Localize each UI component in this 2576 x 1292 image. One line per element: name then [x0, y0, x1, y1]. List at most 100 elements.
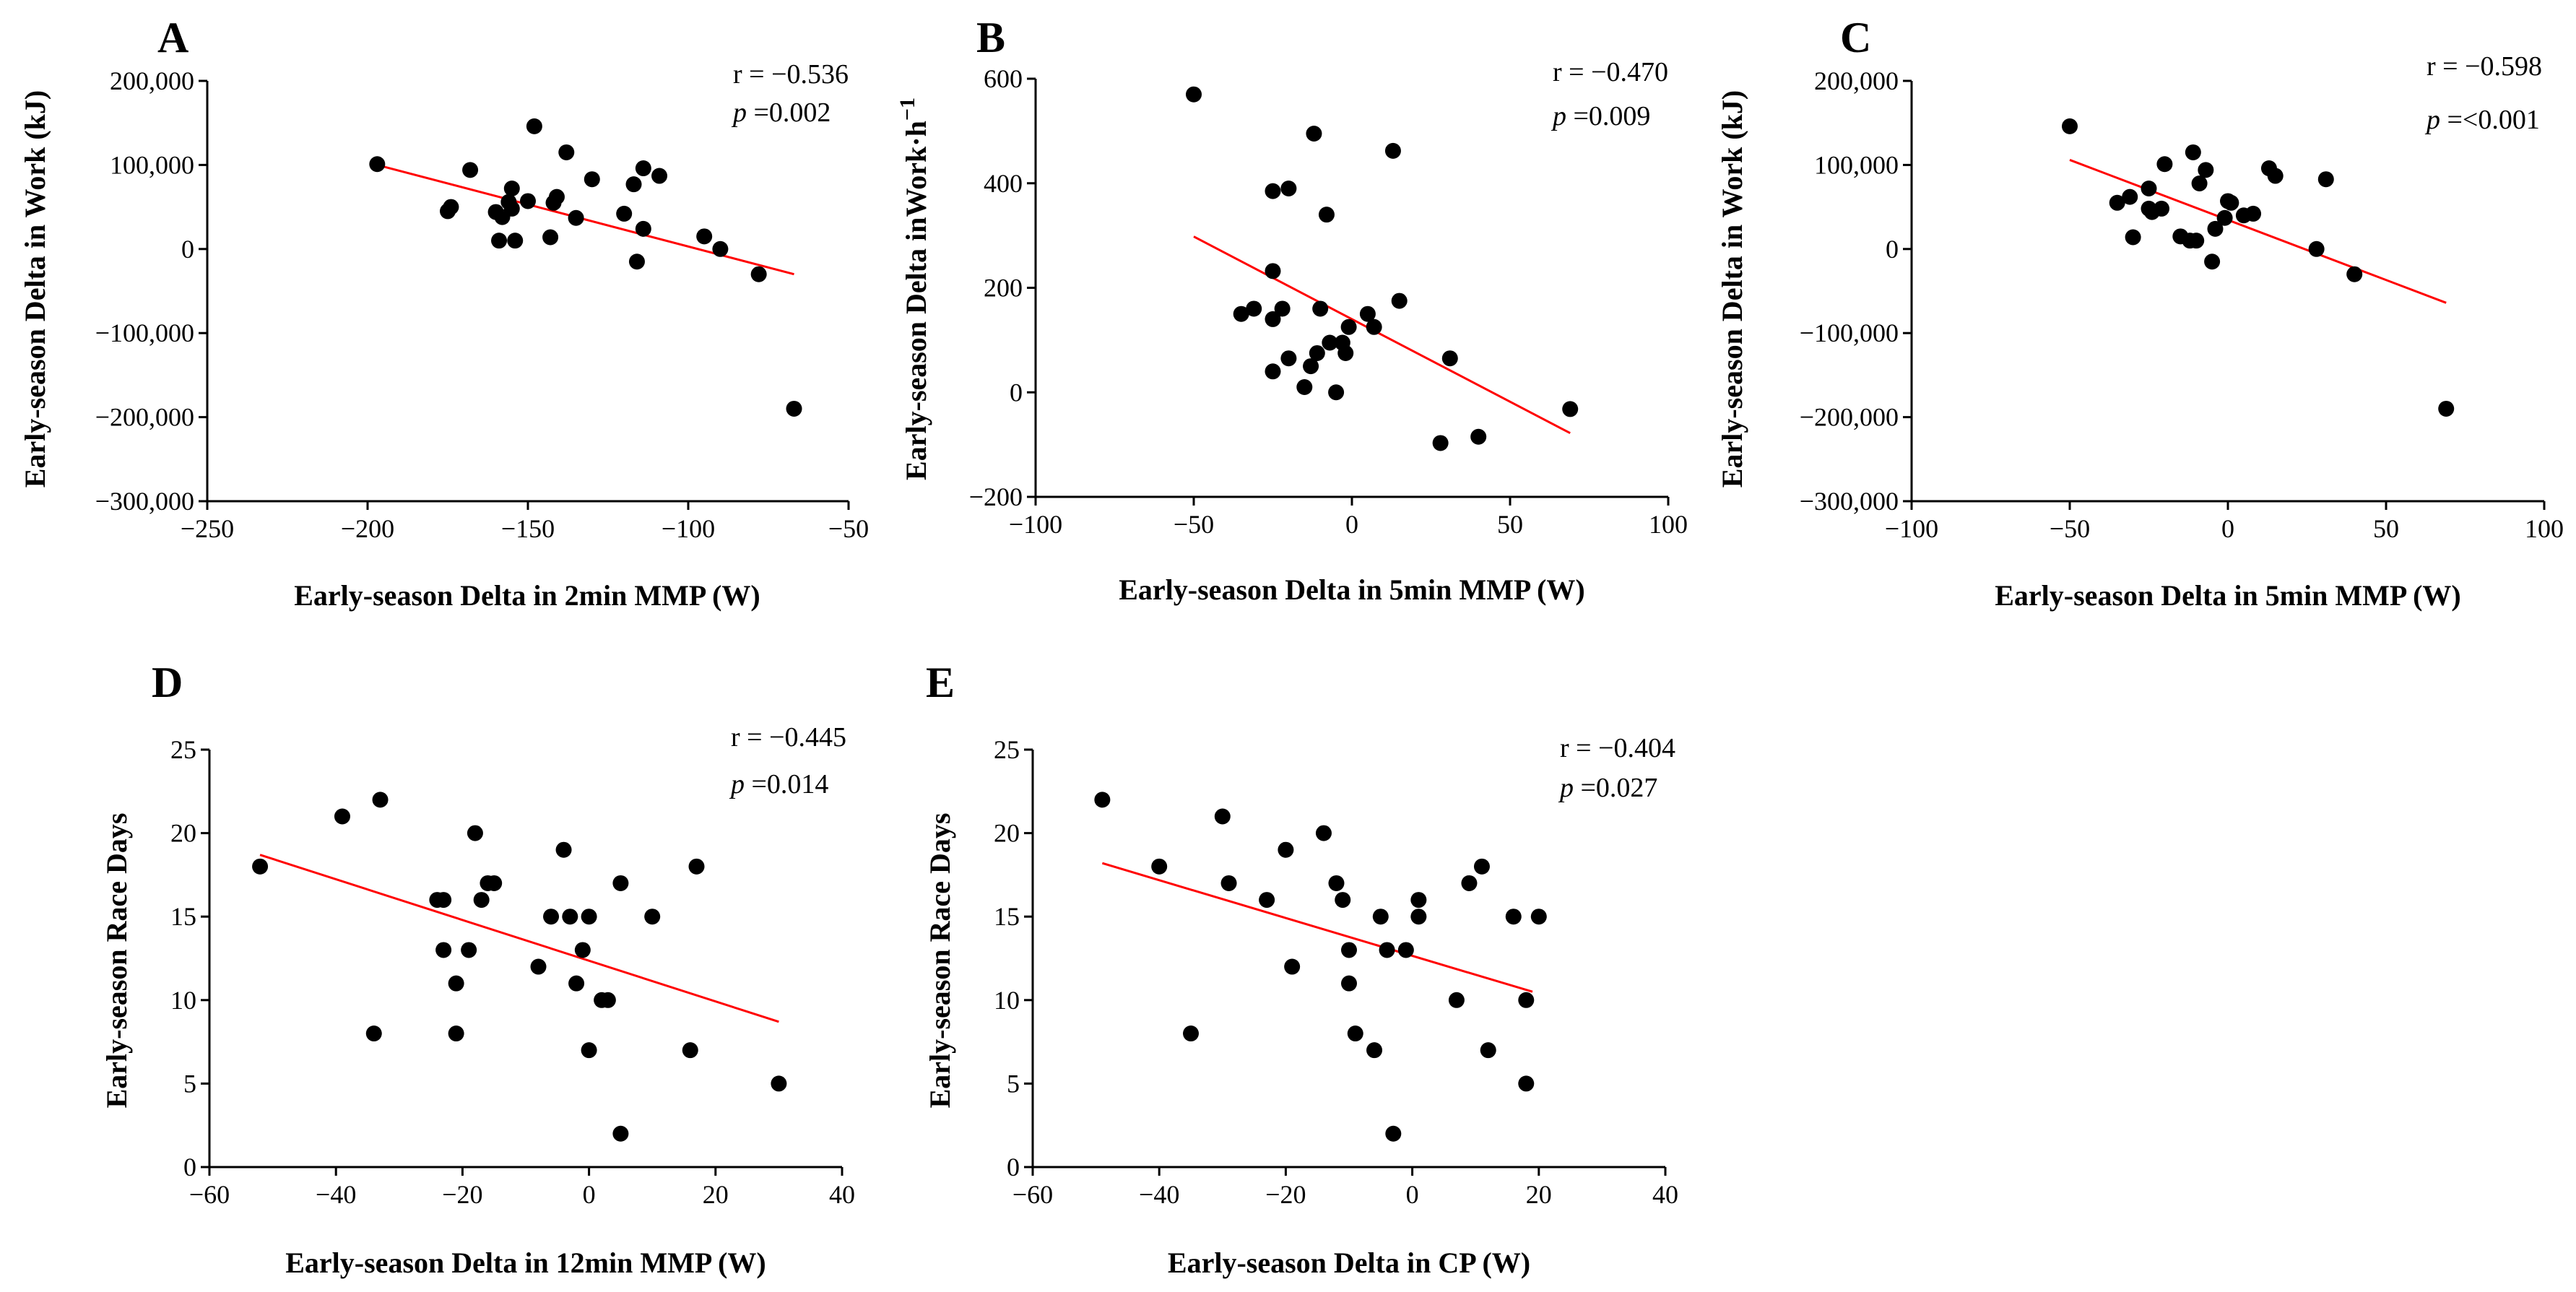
data-point [2317, 171, 2334, 188]
data-point [462, 162, 479, 178]
data-point [1432, 435, 1449, 451]
data-point [2207, 220, 2224, 237]
data-point [503, 200, 520, 217]
data-point [574, 942, 591, 958]
data-point [1410, 892, 1427, 909]
data-point [2216, 209, 2233, 226]
x-tick-label: 40 [829, 1180, 855, 1209]
data-point [543, 909, 560, 925]
x-tick-label: −150 [501, 514, 555, 543]
data-point [252, 858, 269, 875]
data-point [581, 909, 597, 925]
p-symbol: p [2424, 105, 2440, 135]
p-number: =0.002 [747, 97, 831, 128]
x-tick-label: −200 [341, 514, 394, 543]
p-value: p =0.014 [729, 769, 828, 799]
data-point [628, 253, 645, 270]
y-axis-label: Early-season Delta in Work (kJ) [19, 90, 51, 487]
data-point [616, 205, 633, 222]
p-symbol: p [731, 97, 747, 128]
data-point [581, 1042, 597, 1059]
y-tick-label: 0 [1007, 1153, 1020, 1182]
data-point [467, 825, 483, 841]
x-tick-label: 0 [1406, 1180, 1419, 1209]
data-point [1274, 300, 1291, 317]
y-axis-label: Early-season Delta in Work (kJ) [1716, 90, 1748, 487]
data-point [542, 229, 559, 246]
x-tick-label: −100 [1009, 510, 1062, 539]
data-point [1379, 942, 1395, 958]
data-point [712, 240, 729, 257]
panel-c: C −300,000 −200,000 −100,000 0 100,000 200,000… [1716, 14, 2564, 612]
regression-line [259, 854, 779, 1023]
data-point [651, 168, 668, 184]
data-point [1461, 875, 1478, 891]
data-point [1384, 142, 1401, 159]
p-value: p =<0.001 [2424, 105, 2540, 135]
y-tick-label: 10 [994, 986, 1020, 1015]
data-point [2438, 400, 2455, 417]
y-tick-label: 100,000 [1814, 150, 1899, 179]
x-tick-label: 20 [703, 1180, 729, 1209]
data-point [568, 209, 584, 226]
x-tick-label: 20 [1526, 1180, 1552, 1209]
data-point [365, 1026, 382, 1042]
data-point [584, 171, 600, 188]
y-tick-label: 200,000 [1814, 66, 1899, 95]
data-point [1094, 792, 1111, 808]
data-point [372, 792, 389, 808]
data-point [2308, 240, 2325, 257]
data-point [1328, 875, 1345, 891]
data-point [1505, 909, 1522, 925]
x-tick-label: −100 [662, 514, 715, 543]
data-point [1341, 942, 1357, 958]
data-point [1309, 344, 1325, 361]
data-point [562, 909, 578, 925]
data-point [696, 228, 713, 245]
x-axis-label: Early-season Delta in 5min MMP (W) [1995, 579, 2461, 612]
y-axis-label: Early-season Race Days [924, 813, 956, 1109]
data-point [2188, 233, 2205, 249]
r-value: r = −0.470 [1553, 57, 1668, 87]
data-point [1366, 318, 1382, 335]
x-tick-label: −60 [189, 1180, 230, 1209]
data-point [682, 1042, 698, 1059]
y-axis-label-superscript: −1 [895, 97, 919, 121]
x-tick-label: −40 [316, 1180, 356, 1209]
data-point [2109, 194, 2125, 211]
y-tick-label: 5 [1007, 1069, 1020, 1098]
data-point [473, 892, 490, 909]
data-point [1265, 183, 1281, 199]
y-tick-label: −300,000 [1800, 487, 1899, 516]
data-point [1337, 344, 1354, 361]
data-point [688, 858, 705, 875]
y-tick-label: 20 [170, 819, 196, 848]
p-number: =0.014 [745, 769, 828, 799]
data-point [2346, 266, 2363, 282]
y-tick-label: 100,000 [110, 150, 194, 179]
data-point [1470, 428, 1487, 445]
data-point [555, 841, 572, 858]
p-number: =0.027 [1574, 773, 1657, 803]
p-symbol: p [1551, 101, 1566, 131]
data-point [1335, 892, 1351, 909]
r-value: r = −0.445 [731, 722, 846, 753]
x-axis-label: Early-season Delta in CP (W) [1168, 1247, 1530, 1279]
data-point [1340, 318, 1357, 335]
r-value: r = −0.536 [733, 59, 849, 90]
y-axis-label: Early-season Delta inWork·h−1 [895, 97, 933, 480]
y-tick-label: 0 [181, 235, 194, 264]
data-point [1151, 858, 1168, 875]
data-point [2156, 156, 2173, 173]
panel-letter-b: B [976, 14, 1005, 61]
x-tick-label: −250 [181, 514, 234, 543]
data-point [435, 942, 452, 958]
data-point [558, 144, 575, 160]
data-point [1312, 300, 1329, 317]
data-point [1265, 363, 1281, 380]
data-point [530, 958, 547, 975]
data-point [1303, 358, 1319, 375]
x-tick-label: 50 [2373, 514, 2399, 543]
y-tick-label: 200 [984, 274, 1023, 303]
data-point [1372, 909, 1389, 925]
